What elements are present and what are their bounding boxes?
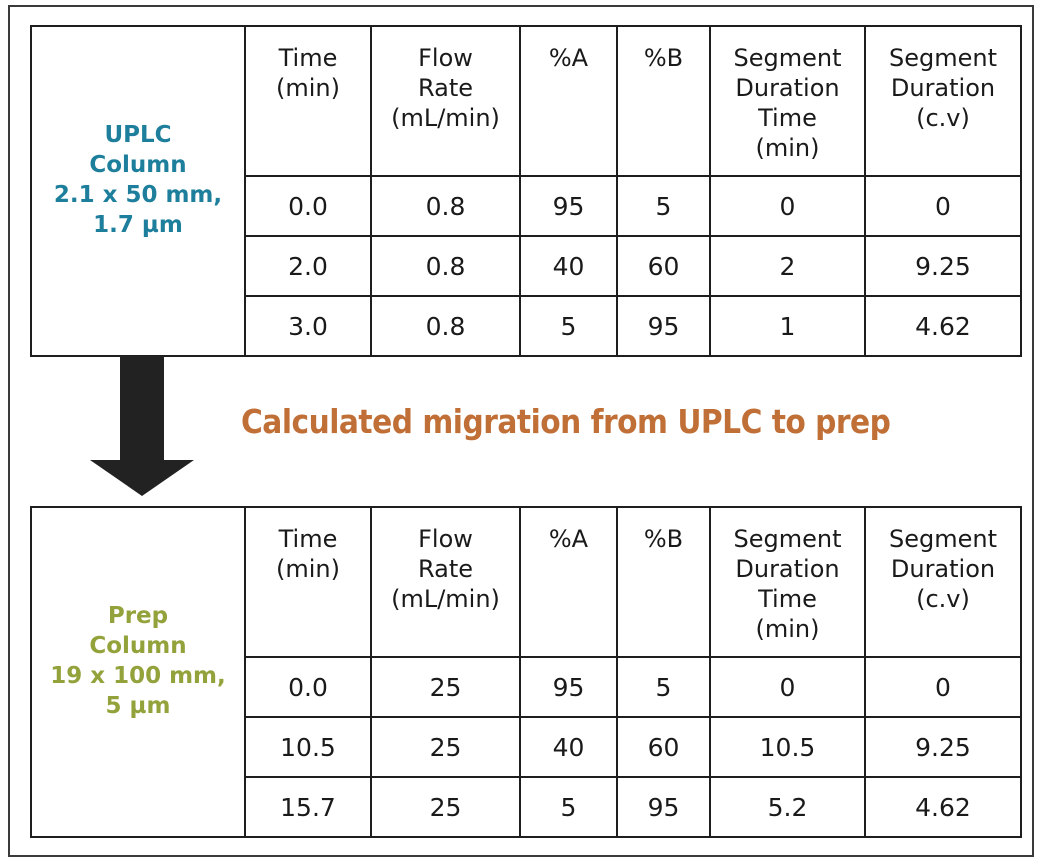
- header-time: Time (min): [244, 25, 372, 177]
- header-percent-b: %B: [616, 506, 711, 658]
- header-label-line: (c.v): [916, 585, 970, 613]
- cell-segment-cv: 4.62: [864, 295, 1022, 357]
- header-label-line: (min): [276, 74, 340, 102]
- cell-segment-cv: 9.25: [864, 235, 1022, 297]
- cell-percent-a: 40: [519, 716, 618, 778]
- figure-frame: [8, 5, 1034, 857]
- header-percent-b: %B: [616, 25, 711, 177]
- cell-time: 15.7: [244, 776, 372, 838]
- header-segment-duration-cv: Segment Duration (c.v): [864, 506, 1022, 658]
- table-row: 10.5 25 40 60 10.5 9.25: [31, 716, 1022, 778]
- cell-time: 0.0: [244, 175, 372, 237]
- header-label-line: (min): [276, 555, 340, 583]
- uplc-column-label: UPLC Column 2.1 x 50 mm, 1.7 µm: [30, 25, 246, 357]
- header-label-line: %B: [643, 525, 684, 553]
- cell-percent-a: 5: [519, 295, 618, 357]
- header-label-line: Duration: [890, 555, 996, 583]
- header-flow-rate: Flow Rate (mL/min): [370, 506, 521, 658]
- cell-percent-a: 5: [519, 776, 618, 838]
- prep-column-label: Prep Column 19 x 100 mm, 5 µm: [30, 506, 246, 838]
- cell-segment-time: 1: [709, 295, 866, 357]
- down-arrow-icon: [90, 356, 194, 496]
- table-row: 15.7 25 5 95 5.2 4.62: [31, 776, 1022, 838]
- prep-header-row: Prep Column 19 x 100 mm, 5 µm Time (min) …: [30, 506, 1022, 838]
- column-label-line: Column: [89, 633, 187, 659]
- header-label-line: Flow: [418, 525, 473, 553]
- header-label-line: %A: [548, 525, 589, 553]
- column-label-line: Column: [89, 152, 187, 178]
- header-label-line: (min): [755, 134, 820, 162]
- column-label-line: 2.1 x 50 mm,: [53, 182, 223, 208]
- header-label-line: Duration: [735, 555, 840, 583]
- table-row: 2.0 0.8 40 60 2 9.25: [31, 235, 1022, 297]
- cell-percent-a: 40: [519, 235, 618, 297]
- column-label-line: 19 x 100 mm,: [50, 663, 226, 689]
- cell-flow-rate: 25: [370, 656, 521, 718]
- header-segment-duration-time: Segment Duration Time (min): [709, 506, 866, 658]
- cell-time: 3.0: [244, 295, 372, 357]
- cell-time: 0.0: [244, 656, 372, 718]
- migration-caption: Calculated migration from UPLC to prep: [241, 402, 891, 441]
- header-percent-a: %A: [519, 25, 618, 177]
- cell-segment-time: 0: [709, 656, 866, 718]
- cell-flow-rate: 0.8: [370, 175, 521, 237]
- header-label-line: Rate: [417, 555, 474, 583]
- cell-percent-a: 95: [519, 175, 618, 237]
- cell-segment-time: 10.5: [709, 716, 866, 778]
- header-label-line: Time: [758, 104, 817, 132]
- header-segment-duration-time: Segment Duration Time (min): [709, 25, 866, 177]
- column-label-line: 5 µm: [105, 693, 171, 719]
- cell-segment-time: 2: [709, 235, 866, 297]
- uplc-header-row: UPLC Column 2.1 x 50 mm, 1.7 µm Time (min…: [30, 25, 1022, 357]
- header-label-line: (min): [755, 615, 820, 643]
- header-label-line: Time: [278, 44, 338, 72]
- header-label-line: Rate: [417, 74, 474, 102]
- header-label-line: Segment: [889, 525, 997, 553]
- prep-gradient-table: Prep Column 19 x 100 mm, 5 µm Time (min) …: [30, 506, 1022, 838]
- cell-flow-rate: 25: [370, 716, 521, 778]
- table-row: 3.0 0.8 5 95 1 4.62: [31, 295, 1022, 357]
- header-label-line: (c.v): [916, 104, 970, 132]
- cell-flow-rate: 25: [370, 776, 521, 838]
- cell-flow-rate: 0.8: [370, 235, 521, 297]
- header-percent-a: %A: [519, 506, 618, 658]
- cell-percent-a: 95: [519, 656, 618, 718]
- cell-percent-b: 5: [616, 656, 711, 718]
- header-label-line: Duration: [735, 74, 840, 102]
- column-label-line: 1.7 µm: [93, 212, 183, 238]
- cell-percent-b: 60: [616, 716, 711, 778]
- header-label-line: %B: [643, 44, 684, 72]
- column-label-line: UPLC: [104, 122, 172, 148]
- cell-time: 2.0: [244, 235, 372, 297]
- cell-percent-b: 95: [616, 295, 711, 357]
- header-flow-rate: Flow Rate (mL/min): [370, 25, 521, 177]
- cell-percent-b: 95: [616, 776, 711, 838]
- header-label-line: Segment: [733, 44, 842, 72]
- header-label-line: Time: [758, 585, 817, 613]
- cell-flow-rate: 0.8: [370, 295, 521, 357]
- header-label-line: (mL/min): [391, 104, 500, 132]
- cell-percent-b: 60: [616, 235, 711, 297]
- cell-time: 10.5: [244, 716, 372, 778]
- table-row: 0.0 25 95 5 0 0: [31, 656, 1022, 718]
- header-label-line: %A: [548, 44, 589, 72]
- header-label-line: Duration: [890, 74, 996, 102]
- header-label-line: Time: [278, 525, 338, 553]
- cell-segment-time: 0: [709, 175, 866, 237]
- table-row: 0.0 0.8 95 5 0 0: [31, 175, 1022, 237]
- cell-segment-cv: 0: [864, 175, 1022, 237]
- header-label-line: Segment: [889, 44, 997, 72]
- header-label-line: Segment: [733, 525, 842, 553]
- cell-percent-b: 5: [616, 175, 711, 237]
- cell-segment-cv: 4.62: [864, 776, 1022, 838]
- column-label-line: Prep: [107, 603, 169, 629]
- header-segment-duration-cv: Segment Duration (c.v): [864, 25, 1022, 177]
- header-label-line: Flow: [418, 44, 473, 72]
- header-time: Time (min): [244, 506, 372, 658]
- cell-segment-cv: 9.25: [864, 716, 1022, 778]
- cell-segment-cv: 0: [864, 656, 1022, 718]
- header-label-line: (mL/min): [391, 585, 500, 613]
- cell-segment-time: 5.2: [709, 776, 866, 838]
- uplc-gradient-table: UPLC Column 2.1 x 50 mm, 1.7 µm Time (min…: [30, 25, 1022, 357]
